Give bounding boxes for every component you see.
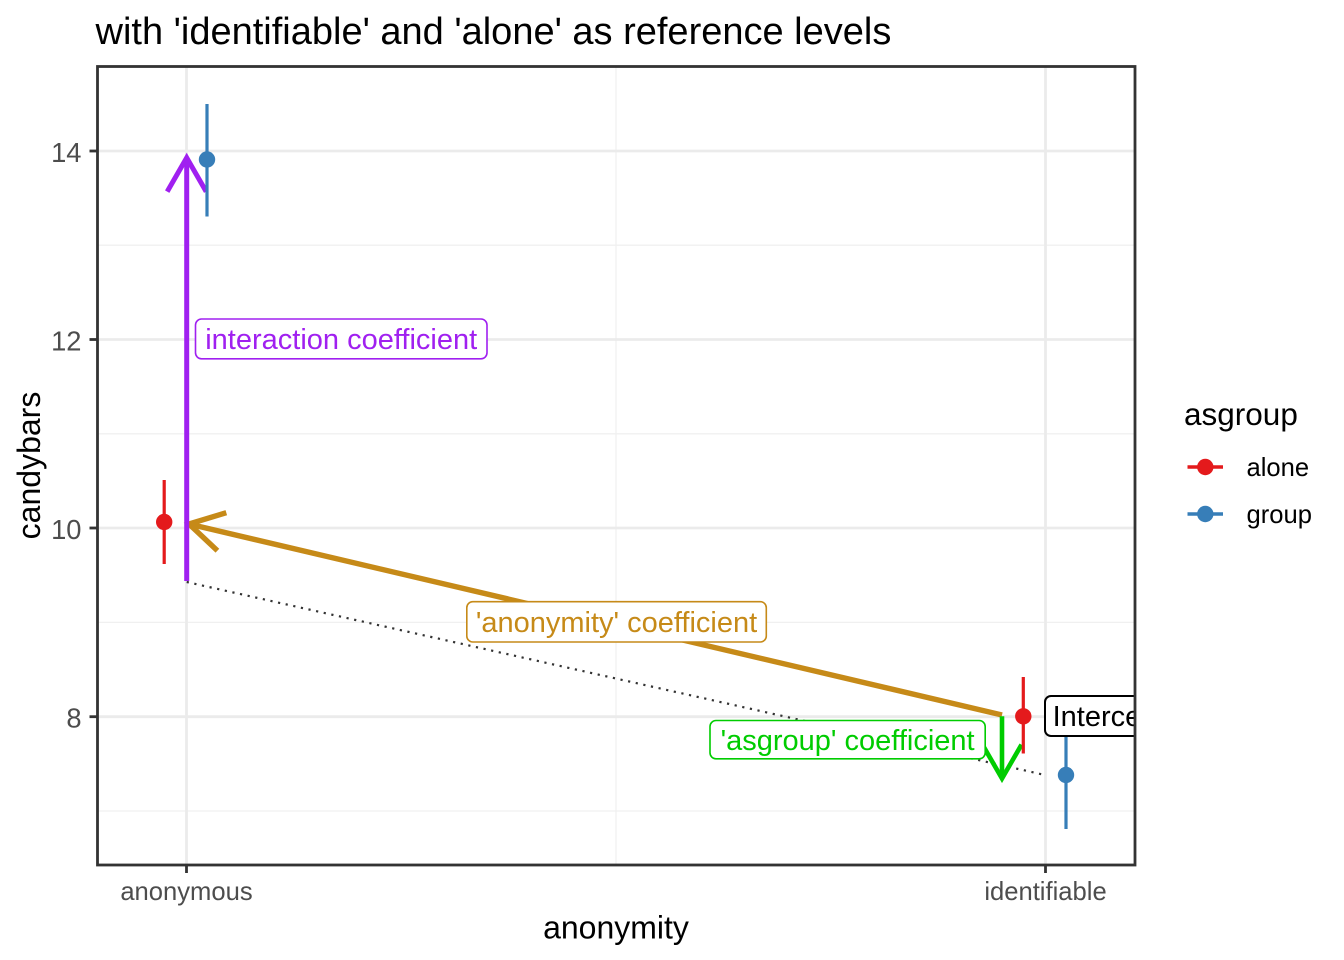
- svg-text:group: group: [1247, 501, 1312, 529]
- svg-text:'anonymity' coefficient: 'anonymity' coefficient: [476, 607, 757, 639]
- svg-text:14: 14: [51, 137, 81, 168]
- svg-text:interaction coefficient: interaction coefficient: [205, 324, 477, 356]
- svg-text:candybars: candybars: [11, 392, 47, 540]
- svg-text:with 'identifiable' and 'alone: with 'identifiable' and 'alone' as refer…: [95, 11, 892, 53]
- svg-text:Intercept: Intercept: [1053, 701, 1166, 733]
- svg-text:10: 10: [51, 514, 81, 545]
- svg-text:8: 8: [66, 703, 81, 734]
- svg-text:anonymous: anonymous: [120, 878, 252, 906]
- svg-text:12: 12: [51, 326, 81, 357]
- svg-text:'asgroup' coefficient: 'asgroup' coefficient: [721, 725, 975, 757]
- svg-text:asgroup: asgroup: [1184, 396, 1298, 432]
- svg-text:identifiable: identifiable: [984, 878, 1106, 906]
- svg-text:alone: alone: [1247, 454, 1310, 482]
- svg-text:anonymity: anonymity: [543, 910, 689, 946]
